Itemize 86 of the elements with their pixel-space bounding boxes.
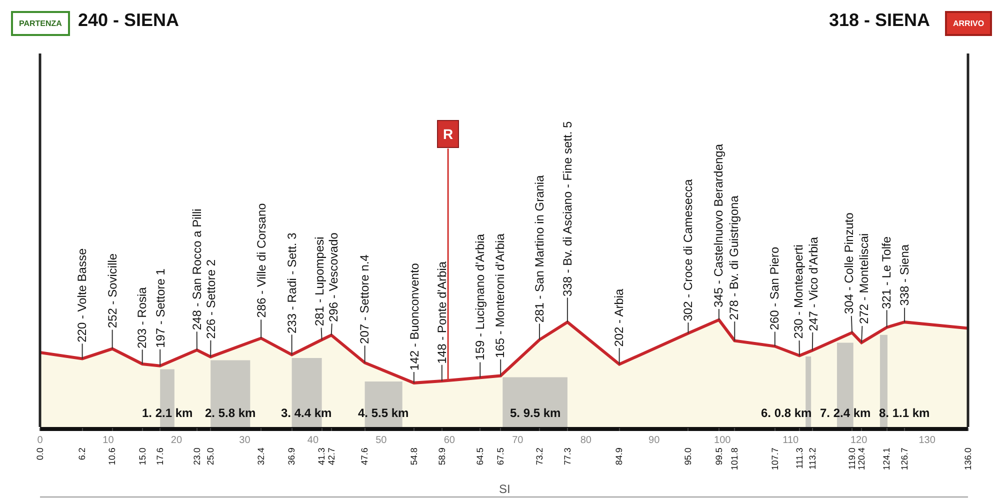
x2-tick-label: 120.4 [856,448,866,470]
x2-tick-label: 67.5 [496,448,506,466]
x2-tick-label: 42.7 [326,448,336,466]
x2-tick-label: 99.5 [714,448,724,466]
data-label: 202 - Arbia [612,288,626,347]
data-label: 159 - Lucignano d'Arbia [472,234,487,360]
data-label: 345 - Castelnuovo Berardenga [711,144,726,308]
x-tick-label: 130 [918,435,936,446]
x-tick-label: 120 [850,435,868,446]
band-label: 8. 1.1 km [879,406,930,420]
x-tick-label: 60 [444,435,456,446]
band-label: 7. 2.4 km [820,406,871,420]
x-tick-label: 30 [239,435,251,446]
data-label: 165 - Monteroni d'Arbia [493,233,508,358]
x2-tick-label: 25.0 [206,448,216,466]
x2-tick-label: 126.7 [899,448,910,470]
x2-tick-label: 124.1 [882,448,892,470]
x2-tick-label: 113.2 [807,448,818,470]
x2-tick-label: 17.6 [155,448,166,466]
data-label: 286 - Ville di Corsano [254,202,268,318]
data-label: 203 - Rosia [135,286,150,349]
data-label: 197 - Settore 1 [153,268,168,348]
x2-tick-label: 95.0 [683,448,694,466]
band-label: 6. 0.8 km [761,406,812,420]
x2-tick-label: 32.4 [256,448,266,466]
x2-tick-label: 41.3 [316,448,327,466]
x-tick-label: 0 [37,435,44,446]
x2-tick-label: 6.2 [77,448,88,460]
data-label: 302 - Croce di Camesecca [681,178,696,322]
x2-tick-label: 111.3 [794,448,804,469]
x2-tick-label: 64.5 [475,448,486,466]
x2-tick-label: 15.0 [137,448,148,466]
data-label: 247 - Vico d'Arbia [806,236,820,332]
x2-tick-label: 36.9 [286,448,297,466]
x2-tick-label: 58.9 [436,448,447,466]
x2-tick-label: 136.0 [962,448,973,470]
data-label: 220 - Volte Basse [75,248,90,342]
x2-tick-label: 77.3 [562,448,572,466]
data-label: 252 - Sovicille [106,253,120,328]
data-label: 304 - Colle Pinzuto [842,212,856,314]
band-label: 3. 4.4 km [281,406,332,420]
text: PARTENZA [19,19,62,28]
data-label: 260 - San Piero [768,246,782,330]
ref-line-label: 240 - SIENA [78,10,180,30]
data-label: 321 - Le Tolfe [880,236,894,309]
data-label: 338 - Bv. di Asciano - Fine sett. 5 [560,121,574,297]
x-tick-label: 10 [102,435,114,446]
x2-tick-label: 84.9 [614,448,624,466]
data-label: 207 - Settore n.4 [358,254,372,344]
x-tick-label: 90 [648,435,660,446]
x2-tick-label: 107.7 [770,448,780,470]
data-label: 248 - San Rocco a Pilli [190,208,204,330]
data-label: 148 - Ponte d'Arbia [435,261,450,364]
data-label: 226 - Settore 2 [204,259,218,339]
text: ARRIVO [953,19,984,28]
x2-tick-label: 47.6 [360,448,370,466]
ref-line-label: R [443,126,454,142]
text: SI [499,482,510,496]
band-label: 4. 5.5 km [358,406,409,420]
x2-tick-label: 119.0 [846,448,857,470]
x2-tick-label: 73.2 [534,448,544,466]
data-label: 233 - Radi - Sett. 3 [285,232,300,334]
x-tick-label: 100 [714,435,732,446]
data-label: 230 - Monteaperti [792,244,806,339]
data-label: 272 - Monteliscai [857,233,872,324]
data-label: 281 - San Martino in Grania [532,174,546,323]
x2-tick-label: 0.0 [34,448,45,460]
x2-tick-label: 101.8 [730,448,740,470]
x-tick-label: 110 [782,435,799,446]
data-label: 338 - Siena [897,244,912,306]
x-tick-label: 20 [170,435,182,446]
x2-tick-label: 23.0 [192,448,202,466]
data-label: 281 - Lupompesi [312,236,327,326]
ref-line-label: 318 - SIENA [829,10,930,30]
data-label: 296 - Vescovado [326,232,341,322]
band-label: 1. 2.1 km [142,406,193,420]
x2-tick-label: 10.6 [107,448,118,466]
band-label: 5. 9.5 km [510,406,561,420]
x-tick-label: 40 [307,435,319,446]
band-label: 2. 5.8 km [205,406,256,420]
x-tick-label: 80 [580,435,592,446]
x2-tick-label: 54.8 [408,448,419,466]
data-label: 278 - Bv. di Guistrigona [727,195,742,320]
x-tick-label: 70 [512,435,524,446]
data-label: 142 - Buonconvento [407,262,422,370]
x-tick-label: 50 [376,435,388,446]
